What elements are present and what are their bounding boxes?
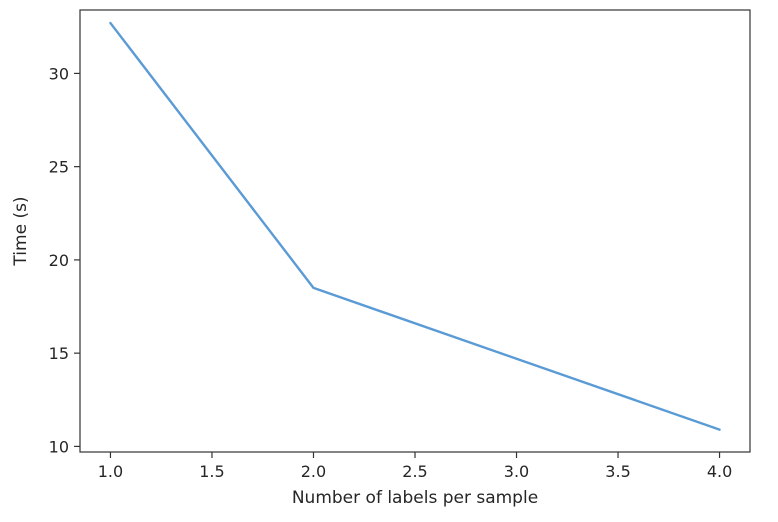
y-tick-label: 15 [49, 344, 69, 363]
y-axis: 10 15 20 25 30 [49, 64, 80, 456]
x-tick-label: 3.0 [504, 462, 529, 481]
y-tick-label: 20 [49, 251, 69, 270]
x-axis-label: Number of labels per sample [292, 488, 538, 508]
y-tick-label: 30 [49, 64, 69, 83]
x-tick-label: 2.5 [402, 462, 427, 481]
series-layer [109, 21, 721, 431]
x-tick-label: 1.0 [98, 462, 123, 481]
y-tick-label: 10 [49, 437, 69, 456]
x-tick-label: 3.5 [605, 462, 630, 481]
x-tick-label: 4.0 [707, 462, 732, 481]
y-tick-label: 25 [49, 158, 69, 177]
series-line [109, 21, 721, 431]
x-tick-label: 2.0 [301, 462, 326, 481]
x-axis: 1.0 1.5 2.0 2.5 3.0 3.5 4.0 [98, 452, 732, 481]
y-axis-label: Time (s) [11, 196, 31, 266]
x-tick-label: 1.5 [199, 462, 224, 481]
